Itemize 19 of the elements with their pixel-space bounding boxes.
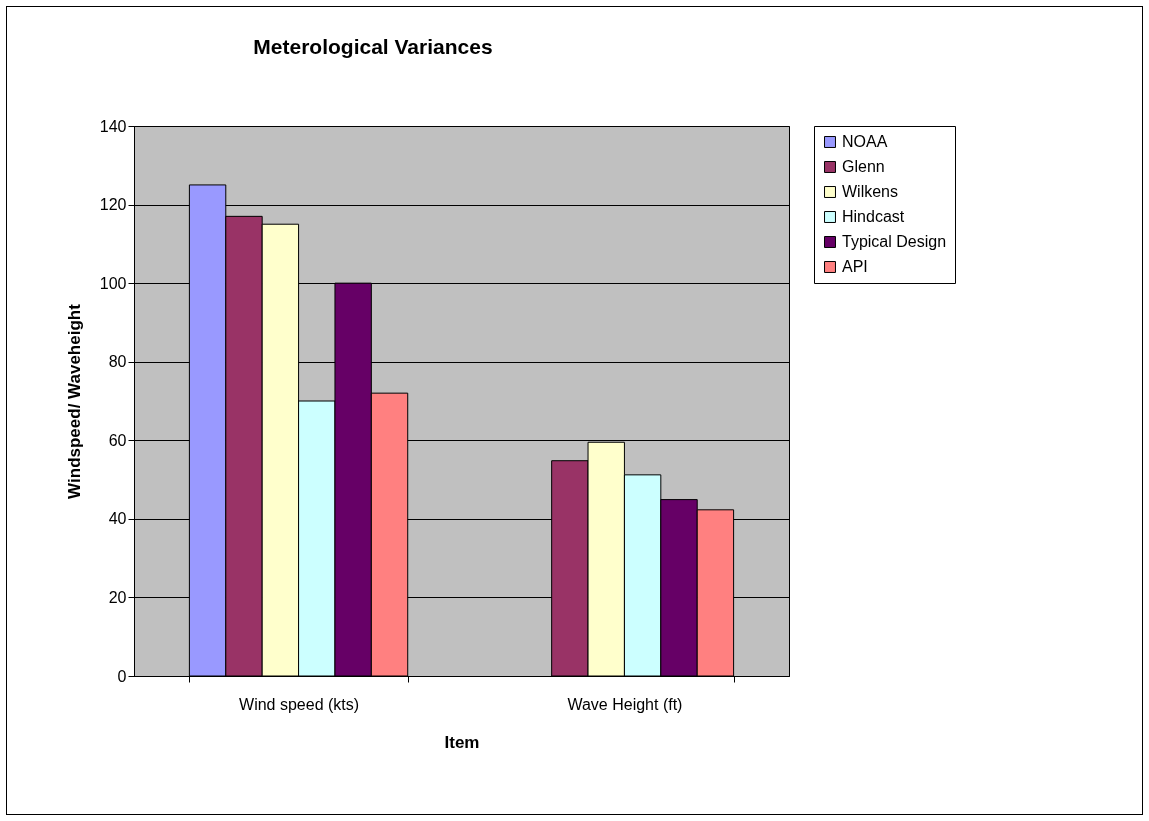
y-tick-label: 140 — [99, 117, 127, 135]
chart-title: Meterological Variances — [253, 35, 493, 58]
y-axis-title: Windspeed/ Waveheight — [64, 303, 84, 499]
y-tick-label: 100 — [99, 274, 127, 292]
y-tick-label: 20 — [108, 588, 127, 606]
legend-label: NOAA — [842, 133, 888, 150]
x-axis-title: Item — [444, 732, 480, 752]
y-tick-label: 60 — [108, 431, 127, 449]
y-tick-label: 0 — [117, 667, 127, 685]
legend-label: Glenn — [842, 158, 885, 175]
y-tick-label: 40 — [108, 510, 127, 528]
legend-label: Typical Design — [842, 233, 947, 250]
y-tick-label: 120 — [99, 196, 127, 214]
y-tick-label: 80 — [108, 353, 127, 371]
legend-label: Wilkens — [842, 183, 899, 200]
x-tick-label: Wave Height (ft) — [567, 695, 683, 713]
x-tick-label: Wind speed (kts) — [239, 695, 360, 713]
legend-label: Hindcast — [842, 208, 905, 225]
legend-label: API — [842, 258, 868, 275]
